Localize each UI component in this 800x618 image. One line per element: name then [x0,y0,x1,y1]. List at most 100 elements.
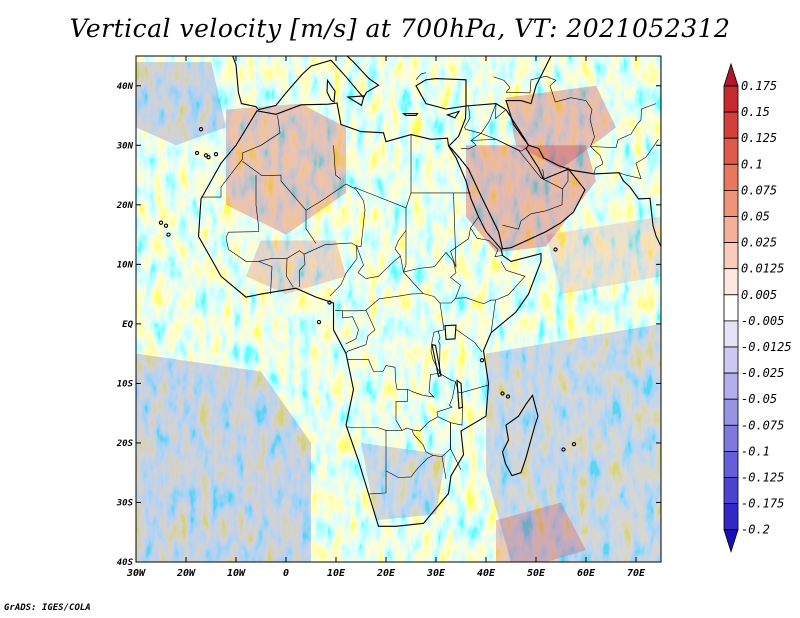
colorbar-label: 0.15 [741,105,770,119]
sicily-coastline [346,95,365,107]
country-border [540,168,545,179]
lat-tick-label: 10S [117,379,134,389]
axis-ticks: 30W 20W 10W 0 10E 20E 30E 40E 50E 60E 70E 40N 30N 20N… [116,56,661,579]
lon-tick-label: 40E [477,568,496,579]
country-border [618,139,659,180]
colorbar: 0.175 0.15 0.125 0.1 0.075 0.05 0.025 0.0125 0.0… [723,62,792,554]
country-border [415,72,427,80]
country-border [450,407,463,470]
chart-title: Vertical velocity [m/s] at 700hPa, VT: 2… [69,14,731,43]
colorbar-swatch [723,320,739,348]
colorbar-swatch [723,503,739,531]
colorbar-swatch [723,346,739,374]
country-border [201,115,281,198]
velocity-patch [506,85,616,170]
country-border [303,242,358,297]
island [194,150,200,156]
colorbar-swatch [723,137,739,165]
lat-tick-label: 40N [117,82,134,92]
velocity-patch [546,216,661,295]
island [479,358,485,363]
colorbar-swatch [723,216,739,244]
colorbar-swatch [723,242,739,270]
country-border [403,230,407,273]
country-border [385,455,447,479]
country-border [242,161,317,244]
sardinia-coastline [326,78,336,103]
colorbar-swatch [723,398,739,426]
lon-tick-label: 20W [176,568,196,579]
country-border [395,389,408,431]
lat-tick-label: 30N [116,141,134,151]
colorbar-swatch [723,85,739,113]
colorbar-label: -0.175 [741,497,784,511]
colorbar-label: -0.2 [741,523,770,537]
map-field [136,56,661,562]
island [213,152,219,157]
colorbar-swatch [723,424,739,452]
country-border [403,251,461,304]
lon-tick-label: 30E [426,568,446,579]
country-border [495,261,526,301]
country-border [480,103,497,134]
grads-credit: GrADS: IGES/COLA [4,603,91,613]
colorbar-label: 0.125 [741,131,777,145]
country-border [590,103,657,149]
island [206,155,211,160]
colorbar-label: 0.1 [741,157,763,171]
country-border [258,261,273,295]
island [316,319,322,325]
lat-tick-label: EQ [122,320,133,330]
crete-coastline [401,113,419,117]
country-border [225,175,259,238]
island [500,391,505,396]
lon-tick-label: 10E [327,568,346,579]
country-border [436,381,456,417]
country-border [450,192,479,268]
country-border [411,429,434,456]
country-border [460,105,482,150]
colorbar-label: -0.125 [741,471,784,485]
country-border [470,138,520,151]
colorbar-swatch [723,111,739,139]
colorbar-arrow-top [723,62,739,87]
colorbar-swatch [723,372,739,400]
lat-tick-label: 20S [116,439,134,449]
country-border [502,150,563,230]
island [166,232,171,237]
velocity-patch [136,62,226,146]
country-border [505,75,557,103]
island [198,127,204,132]
lat-tick-label: 40S [117,558,134,568]
turkey-coastline [415,78,467,110]
madagascar-coastline [501,394,539,477]
lake-victoria [444,324,457,340]
country-border [355,189,366,247]
lat-tick-label: 10N [117,260,134,270]
country-border [347,293,445,398]
country-border [286,258,294,288]
country-border [356,245,401,279]
country-border [455,381,489,393]
country-border [334,255,424,312]
lon-tick-label: 20E [376,568,396,579]
island [571,441,577,447]
country-border [437,330,456,382]
colorbar-label: 0.05 [741,210,770,224]
europe-coastline [232,56,661,111]
africa-coastline [197,102,542,527]
country-border [342,310,359,345]
country-border [562,167,569,189]
lon-tick-label: 0 [283,568,289,579]
colorbar-label: 0.0125 [741,262,784,276]
country-border [470,227,503,257]
coastlines [158,56,661,527]
island [561,447,566,452]
colorbar-label: -0.075 [741,418,784,432]
lon-tick-label: 60E [577,568,596,579]
lat-tick-label: 20N [116,201,134,211]
lon-tick-label: 50E [527,568,546,579]
colorbar-swatch [723,450,739,478]
island [553,247,558,252]
island [505,394,511,399]
